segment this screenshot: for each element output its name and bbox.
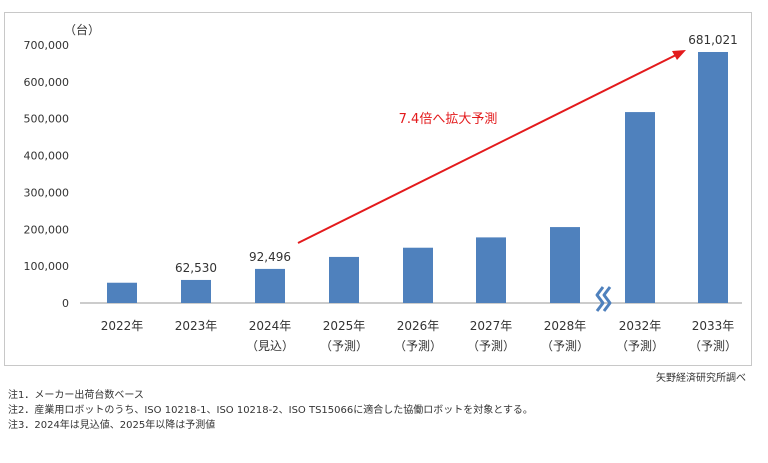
bar — [550, 227, 580, 303]
x-tick-label: 2022年 — [101, 319, 144, 333]
y-tick-label: 400,000 — [24, 150, 70, 163]
x-axis: 2022年 2023年 2024年 （見込） 2025年 （予測） 2026年 （予測） 202… — [101, 319, 737, 353]
y-tick-label: 100,000 — [24, 260, 70, 273]
x-tick-sublabel: （予測） — [320, 339, 368, 353]
bar — [107, 282, 137, 303]
note-3: 注3．2024年は見込値、2025年以降は予測値 — [8, 420, 216, 431]
x-tick-sublabel: （予測） — [467, 339, 515, 353]
x-tick-label: 2025年 — [323, 319, 366, 333]
x-tick-label: 2024年 — [249, 319, 292, 333]
data-label: 92,496 — [249, 250, 291, 264]
bar-chart: （台） 0 100,000 200,000 300,000 400,000 500,000… — [24, 22, 742, 353]
data-label: 681,021 — [688, 33, 738, 47]
bar — [329, 256, 359, 303]
y-tick-label: 700,000 — [24, 39, 70, 52]
data-label: 62,530 — [175, 261, 217, 275]
bar — [625, 112, 655, 303]
bar — [255, 268, 285, 303]
x-tick-sublabel: （予測） — [689, 339, 737, 353]
x-tick-label: 2023年 — [175, 319, 218, 333]
x-tick-label: 2027年 — [470, 319, 513, 333]
y-tick-label: 0 — [62, 297, 69, 310]
x-tick-sublabel: （予測） — [541, 339, 589, 353]
annotation-layer: 7.4倍へ拡大予測 — [297, 50, 686, 312]
y-tick-label: 200,000 — [24, 223, 70, 236]
x-tick-label: 2026年 — [397, 319, 440, 333]
x-tick-sublabel: （予測） — [394, 339, 442, 353]
y-tick-label: 500,000 — [24, 113, 70, 126]
x-tick-label: 2028年 — [544, 319, 587, 333]
axis-break-mark — [595, 286, 605, 312]
bar — [476, 237, 506, 303]
growth-arrow-line — [297, 54, 677, 244]
y-tick-label: 600,000 — [24, 76, 70, 89]
note-2: 注2．産業用ロボットのうち、ISO 10218-1、ISO 10218-2、IS… — [8, 405, 533, 416]
bar — [698, 51, 728, 303]
notes: 注1．メーカー出荷台数ベース 注2．産業用ロボットのうち、ISO 10218-1… — [8, 388, 533, 433]
x-tick-label: 2032年 — [619, 319, 662, 333]
axis-break-mark — [602, 286, 612, 312]
bar — [403, 247, 433, 303]
source-label: 矢野経済研究所調べ — [656, 373, 746, 384]
x-tick-label: 2033年 — [692, 319, 735, 333]
bar — [181, 279, 211, 303]
x-tick-sublabel: （見込） — [246, 339, 294, 353]
growth-annotation: 7.4倍へ拡大予測 — [399, 112, 498, 127]
y-tick-label: 300,000 — [24, 186, 70, 199]
x-tick-sublabel: （予測） — [616, 339, 664, 353]
growth-arrow-head — [672, 50, 686, 60]
y-axis-unit-label: （台） — [64, 22, 100, 37]
note-1: 注1．メーカー出荷台数ベース — [8, 390, 144, 401]
bars: 62,530 92,496 681,021 — [107, 33, 738, 303]
